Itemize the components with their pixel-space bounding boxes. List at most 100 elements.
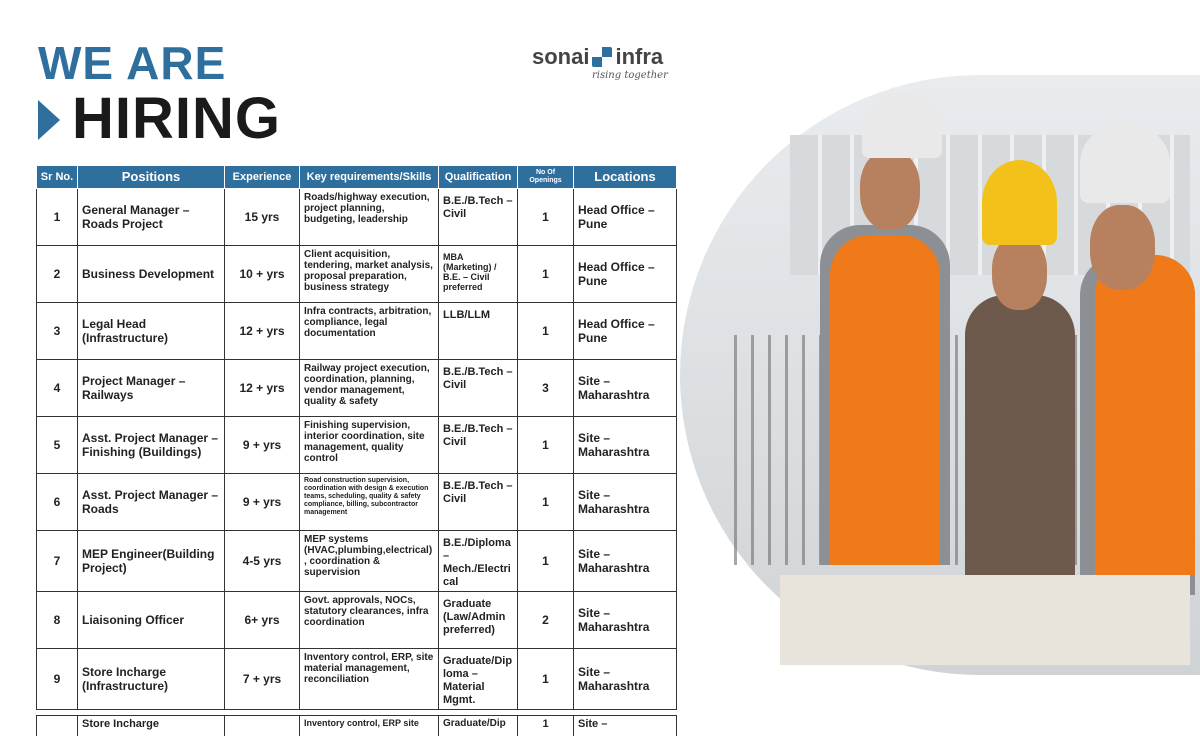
cell-skills: Roads/highway execution, project plannin… bbox=[300, 189, 439, 246]
cell-position: Business Development bbox=[78, 246, 225, 303]
cell-qualification: MBA (Marketing) / B.E. – Civil preferred bbox=[439, 246, 518, 303]
cell-location: Head Office – Pune bbox=[574, 303, 677, 360]
cell-experience: 9 + yrs bbox=[225, 417, 300, 474]
cell-skills: Client acquisition, tendering, market an… bbox=[300, 246, 439, 303]
cell-qualification: Graduate (Law/Admin preferred) bbox=[439, 592, 518, 649]
cell-location: Site – Maharashtra bbox=[574, 417, 677, 474]
partial-experience bbox=[225, 716, 300, 736]
cell-openings: 1 bbox=[518, 303, 574, 360]
cell-openings: 1 bbox=[518, 474, 574, 531]
cell-experience: 10 + yrs bbox=[225, 246, 300, 303]
logo-name-left: sonai bbox=[532, 44, 589, 70]
cell-qualification: LLB/LLM bbox=[439, 303, 518, 360]
white-hard-hat bbox=[862, 93, 942, 158]
cell-experience: 4-5 yrs bbox=[225, 531, 300, 592]
cell-location: Site – Maharashtra bbox=[574, 360, 677, 417]
cell-sr: 8 bbox=[37, 592, 78, 649]
cell-qualification: B.E./B.Tech – Civil bbox=[439, 189, 518, 246]
partial-skills: Inventory control, ERP site bbox=[300, 716, 439, 736]
logo-mark-icon bbox=[592, 47, 612, 67]
cell-experience: 15 yrs bbox=[225, 189, 300, 246]
cell-sr: 4 bbox=[37, 360, 78, 417]
cell-skills: Finishing supervision, interior coordina… bbox=[300, 417, 439, 474]
cell-experience: 12 + yrs bbox=[225, 360, 300, 417]
cell-location: Site – Maharashtra bbox=[574, 474, 677, 531]
cell-location: Site – Maharashtra bbox=[574, 649, 677, 710]
cell-openings: 1 bbox=[518, 417, 574, 474]
column-header: Key requirements/Skills bbox=[300, 166, 439, 189]
cell-openings: 1 bbox=[518, 531, 574, 592]
cell-experience: 6+ yrs bbox=[225, 592, 300, 649]
cell-location: Head Office – Pune bbox=[574, 246, 677, 303]
cell-position: General Manager – Roads Project bbox=[78, 189, 225, 246]
cell-sr: 6 bbox=[37, 474, 78, 531]
cell-position: Asst. Project Manager – Finishing (Build… bbox=[78, 417, 225, 474]
cell-location: Site – Maharashtra bbox=[574, 531, 677, 592]
cell-experience: 9 + yrs bbox=[225, 474, 300, 531]
cell-position: MEP Engineer(Building Project) bbox=[78, 531, 225, 592]
column-header: Qualification bbox=[439, 166, 518, 189]
white-hard-hat bbox=[1080, 123, 1170, 203]
cell-position: Legal Head (Infrastructure) bbox=[78, 303, 225, 360]
cell-openings: 1 bbox=[518, 246, 574, 303]
partial-table-row: Store Incharge Inventory control, ERP si… bbox=[36, 715, 677, 736]
cell-skills: Railway project execution, coordination,… bbox=[300, 360, 439, 417]
cell-skills: MEP systems (HVAC,plumbing,electrical), … bbox=[300, 531, 439, 592]
cell-openings: 3 bbox=[518, 360, 574, 417]
cell-openings: 1 bbox=[518, 189, 574, 246]
cell-experience: 7 + yrs bbox=[225, 649, 300, 710]
safety-vest bbox=[830, 235, 940, 565]
column-header: Sr No. bbox=[37, 166, 78, 189]
cell-sr: 9 bbox=[37, 649, 78, 710]
column-header: No Of Openings bbox=[518, 166, 574, 189]
cell-sr: 3 bbox=[37, 303, 78, 360]
cell-position: Store Incharge (Infrastructure) bbox=[78, 649, 225, 710]
partial-qualification: Graduate/Dip bbox=[439, 716, 518, 736]
cell-sr: 1 bbox=[37, 189, 78, 246]
safety-vest bbox=[1095, 255, 1195, 575]
cell-qualification: B.E./B.Tech – Civil bbox=[439, 417, 518, 474]
cell-position: Liaisoning Officer bbox=[78, 592, 225, 649]
cell-position: Project Manager – Railways bbox=[78, 360, 225, 417]
cell-qualification: B.E./Diploma – Mech./Electrical bbox=[439, 531, 518, 592]
cell-skills: Road construction supervision, coordinat… bbox=[300, 474, 439, 531]
blueprint-desk bbox=[780, 575, 1190, 665]
partial-location: Site – bbox=[574, 716, 677, 736]
partial-openings: 1 bbox=[518, 716, 574, 736]
yellow-hard-hat bbox=[982, 160, 1057, 245]
cell-sr: 2 bbox=[37, 246, 78, 303]
cell-sr: 5 bbox=[37, 417, 78, 474]
cell-skills: Infra contracts, arbitration, compliance… bbox=[300, 303, 439, 360]
headline-we-are: WE ARE bbox=[38, 38, 226, 88]
column-header: Locations bbox=[574, 166, 677, 189]
cell-qualification: B.E./B.Tech – Civil bbox=[439, 360, 518, 417]
logo-name-right: infra bbox=[615, 44, 663, 70]
partial-sr bbox=[37, 716, 78, 736]
arrow-icon bbox=[38, 100, 60, 140]
cell-openings: 1 bbox=[518, 649, 574, 710]
cell-position: Asst. Project Manager – Roads bbox=[78, 474, 225, 531]
headline-hiring: HIRING bbox=[72, 90, 281, 148]
face bbox=[992, 235, 1047, 310]
partial-position: Store Incharge bbox=[78, 716, 225, 736]
column-header: Positions bbox=[78, 166, 225, 189]
cell-qualification: B.E./B.Tech – Civil bbox=[439, 474, 518, 531]
column-header: Experience bbox=[225, 166, 300, 189]
engineers-photo bbox=[680, 75, 1200, 675]
face bbox=[1090, 205, 1155, 290]
cell-openings: 2 bbox=[518, 592, 574, 649]
engineer-middle bbox=[965, 295, 1075, 595]
cell-skills: Govt. approvals, NOCs, statutory clearan… bbox=[300, 592, 439, 649]
cell-experience: 12 + yrs bbox=[225, 303, 300, 360]
cell-sr: 7 bbox=[37, 531, 78, 592]
